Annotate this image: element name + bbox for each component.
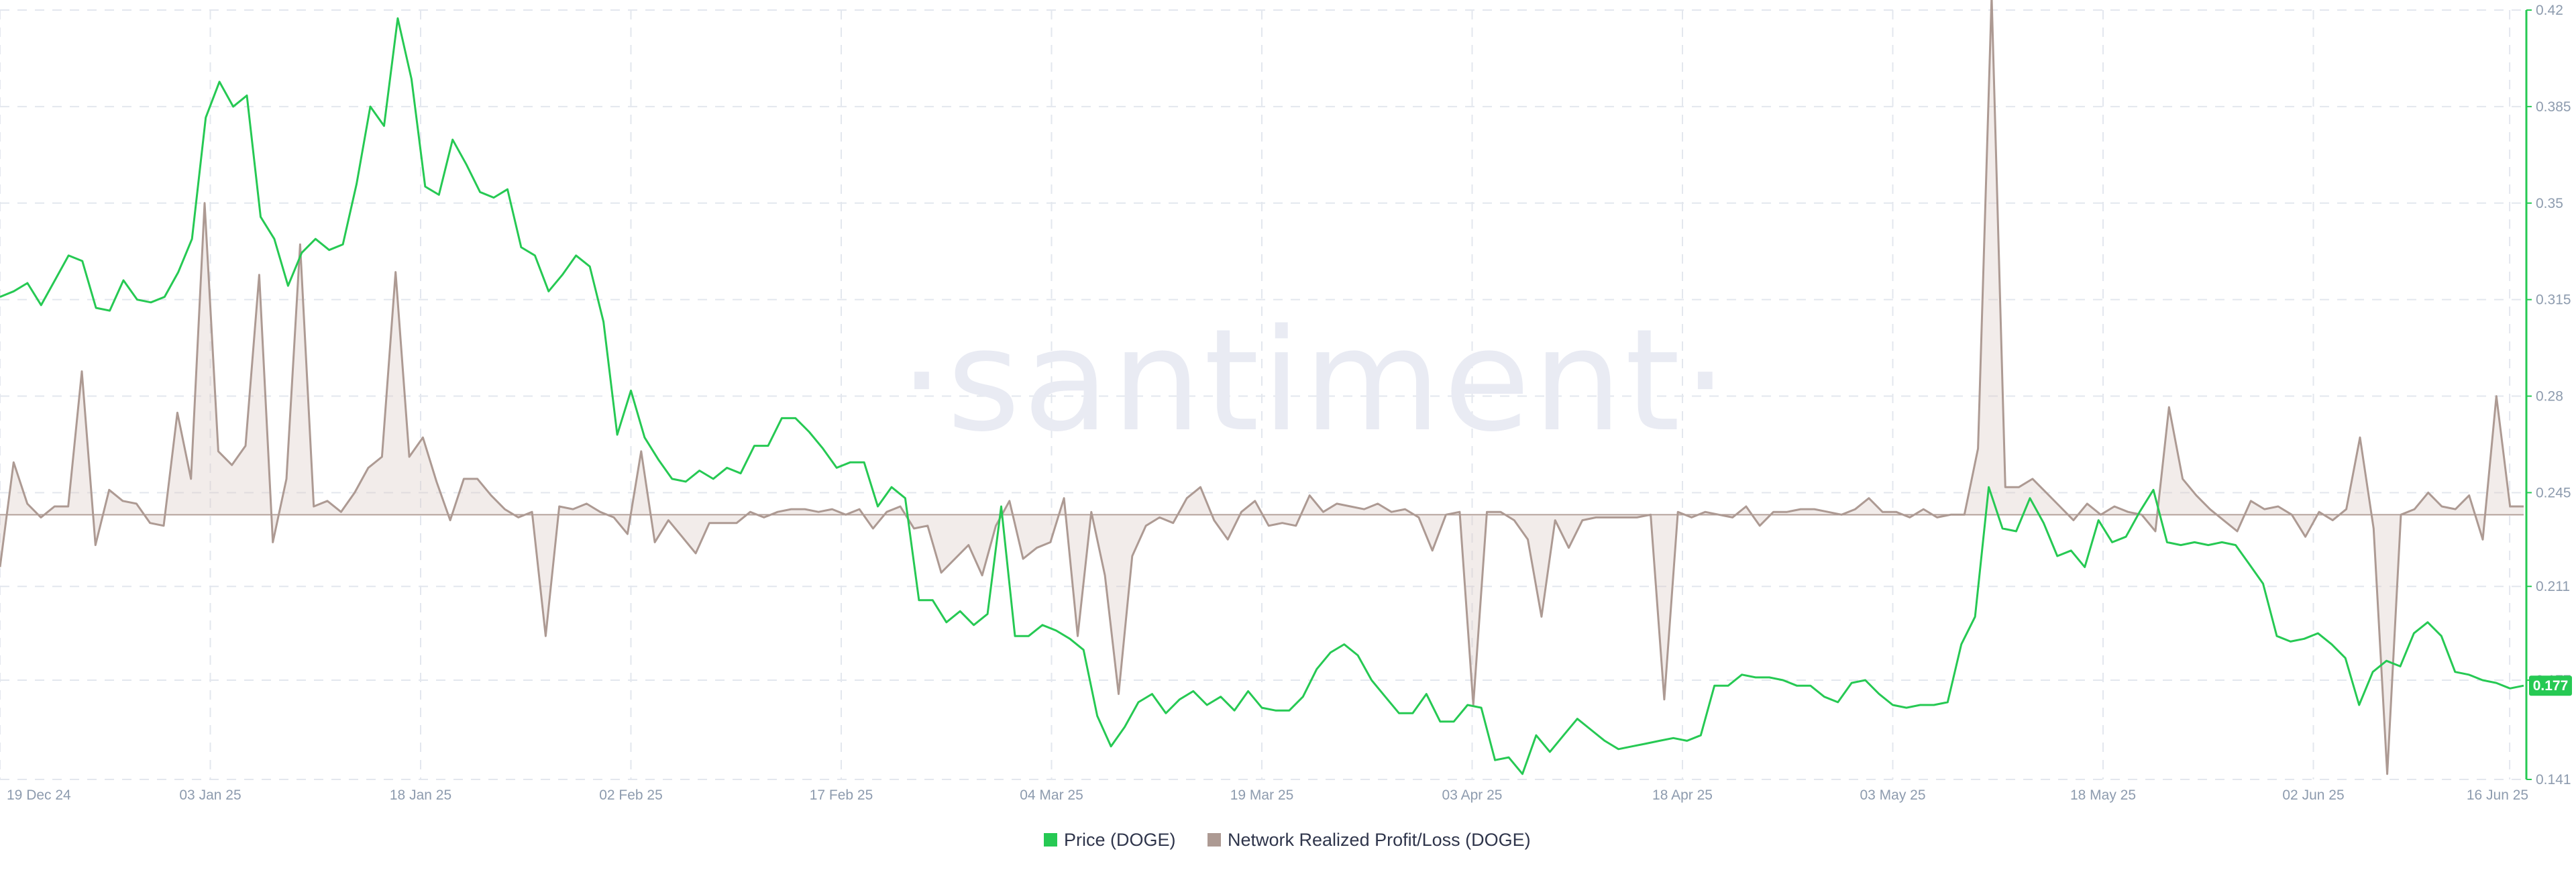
x-tick-label: 17 Feb 25	[810, 787, 873, 803]
legend-label: Price (DOGE)	[1064, 830, 1176, 850]
price-series	[0, 17, 2524, 775]
legend-swatch	[1208, 833, 1221, 847]
x-tick-label: 18 May 25	[2070, 787, 2136, 803]
y-tick-label: 0.245	[2536, 485, 2571, 500]
x-tick-label: 18 Apr 25	[1652, 787, 1713, 803]
x-tick-label: 03 Jan 25	[179, 787, 241, 803]
pnl-line	[0, 0, 2524, 775]
y-tick-label: 0.211	[2536, 579, 2570, 594]
legend-swatch	[1044, 833, 1057, 847]
x-axis: 19 Dec 24 03 Jan 25 18 Jan 25 02 Feb 25 17 F…	[7, 787, 2528, 803]
y-axis: 0.42 0.385 0.35 0.315 0.28 0.245 0.211 0.177 0.1…	[2525, 3, 2571, 787]
x-tick-label: 03 Apr 25	[1442, 787, 1503, 803]
y-tick-label: 0.385	[2536, 99, 2571, 115]
x-tick-label: 04 Mar 25	[1020, 787, 1083, 803]
x-tick-label: 02 Jun 25	[2282, 787, 2344, 803]
legend-label: Network Realized Profit/Loss (DOGE)	[1228, 830, 1531, 850]
legend: Price (DOGE) Network Realized Profit/Loss…	[1044, 830, 1531, 850]
y-tick-label: 0.35	[2536, 196, 2563, 211]
x-tick-label: 02 Feb 25	[599, 787, 663, 803]
pnl-series	[0, 0, 2524, 775]
x-tick-label: 18 Jan 25	[390, 787, 451, 803]
current-price-badge-bg	[2529, 675, 2572, 696]
y-tick-label: 0.141	[2536, 772, 2571, 787]
santiment-watermark: ·santiment·	[900, 298, 1731, 463]
x-tick-label: 16 Jun 25	[2467, 787, 2528, 803]
current-price-badge-label: 0.177	[2533, 678, 2569, 694]
x-tick-label: 03 May 25	[1860, 787, 1925, 803]
x-tick-label: 19 Dec 24	[7, 787, 71, 803]
x-tick-label: 19 Mar 25	[1230, 787, 1294, 803]
price-line	[0, 17, 2524, 775]
y-tick-label: 0.28	[2536, 389, 2563, 404]
grid	[0, 9, 2524, 780]
y-tick-label: 0.42	[2536, 3, 2563, 18]
current-price-badge: 0.177	[2529, 675, 2572, 696]
y-tick-label: 0.315	[2536, 292, 2571, 308]
